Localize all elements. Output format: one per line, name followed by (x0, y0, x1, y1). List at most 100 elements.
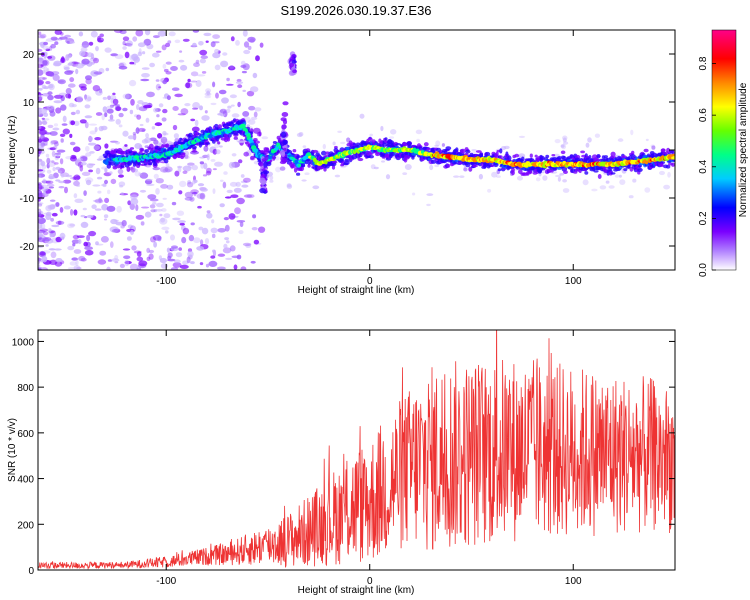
spectrogram-halo-blob (395, 143, 402, 146)
spectrogram-noise-blob (246, 124, 251, 127)
spectrogram-noise-blob (53, 94, 63, 99)
spectrogram-noise-blob (334, 174, 341, 178)
spectrogram-noise-blob (58, 186, 65, 189)
spectrogram-noise-blob (136, 251, 142, 257)
spectrogram-noise-blob (97, 176, 103, 180)
spectrogram-noise-blob (66, 70, 75, 73)
spectrogram-noise-blob (85, 152, 92, 157)
spectrogram-noise-blob (42, 237, 52, 242)
spectrogram-noise-blob (40, 33, 47, 39)
spectrogram-noise-blob (471, 149, 477, 152)
spectrogram-noise-blob (73, 193, 78, 199)
spectrogram-ytick-label: 20 (23, 50, 35, 61)
spectrogram-noise-blob (38, 142, 42, 149)
spectrogram-noise-blob (73, 209, 78, 216)
spectrogram-noise-blob (143, 38, 152, 46)
spectrogram-noise-blob (38, 192, 42, 198)
spectrogram-noise-blob (224, 224, 230, 232)
spectrogram-noise-blob (141, 73, 150, 78)
spectrogram-noise-blob (146, 183, 155, 186)
spectrogram-noise-blob (223, 217, 229, 221)
spectrogram-noise-blob (258, 226, 266, 233)
spectrogram-halo-blob (463, 167, 468, 172)
spectrogram-halo-blob (621, 155, 627, 159)
spectrogram-noise-blob (250, 260, 256, 264)
spectrogram-noise-blob (562, 137, 567, 143)
spectrogram-noise-blob (180, 64, 188, 71)
spectrogram-noise-blob (50, 217, 54, 222)
spectrogram-halo-blob (666, 147, 671, 153)
spectrogram-noise-blob (199, 49, 208, 56)
spectrogram-noise-blob (212, 168, 217, 171)
spectrogram-noise-blob (51, 212, 58, 217)
spectrogram-noise-blob (145, 133, 150, 138)
spectrogram-noise-blob (99, 250, 107, 256)
spectrogram-streak-blob (291, 60, 297, 64)
spectrogram-noise-blob (160, 263, 168, 269)
spectrogram-halo-blob (665, 164, 671, 169)
spectrogram-noise-blob (156, 114, 160, 118)
spectrogram-noise-blob (98, 125, 104, 132)
spectrogram-noise-blob (69, 223, 76, 227)
spectrogram-halo-blob (307, 160, 311, 166)
spectrogram-noise-blob (227, 105, 232, 109)
spectrogram-noise-blob (562, 135, 568, 141)
spectrogram-noise-blob (38, 173, 46, 178)
spectrogram-noise-blob (359, 113, 365, 119)
spectrogram-noise-blob (201, 115, 210, 121)
spectrogram-noise-blob (46, 169, 52, 174)
spectrogram-noise-blob (38, 202, 44, 205)
spectrogram-halo-blob (217, 141, 221, 145)
spectrogram-noise-blob (337, 130, 342, 133)
spectrogram-halo-blob (514, 153, 520, 158)
spectrogram-noise-blob (249, 38, 255, 43)
spectrogram-noise-blob (255, 55, 260, 62)
spectrogram-noise-blob (215, 92, 219, 99)
spectrogram-noise-blob (77, 239, 82, 245)
spectrogram-noise-blob (45, 244, 49, 247)
spectrogram-noise-blob (41, 117, 45, 120)
spectrogram-noise-blob (182, 170, 188, 174)
spectrogram-noise-blob (100, 236, 109, 243)
spectrogram-halo-blob (529, 153, 533, 158)
snr-ytick-label: 800 (17, 383, 34, 394)
spectrogram-noise-blob (199, 262, 204, 266)
spectrogram-noise-blob (217, 253, 226, 257)
spectrogram-noise-blob (245, 243, 252, 248)
spectrogram-noise-blob (214, 48, 220, 54)
spectrogram-halo-blob (426, 147, 432, 151)
spectrogram-noise-blob (84, 249, 94, 256)
spectrogram-noise-blob (562, 179, 567, 183)
spectrogram-noise-blob (38, 216, 42, 220)
spectrogram-noise-blob (204, 95, 212, 99)
spectrogram-noise-blob (59, 133, 66, 137)
spectrogram-noise-blob (187, 250, 194, 258)
spectrogram-noise-blob (178, 59, 185, 63)
spectrogram-noise-blob (223, 243, 228, 249)
spectrogram-noise-blob (219, 145, 223, 148)
spectrogram-noise-blob (153, 173, 159, 179)
spectrogram-noise-blob (51, 150, 56, 157)
spectrogram-noise-blob (170, 66, 178, 71)
spectrogram-noise-blob (170, 267, 179, 270)
spectrogram-noise-blob (197, 183, 205, 187)
spectrogram-noise-blob (144, 211, 152, 218)
spectrogram-halo-blob (630, 154, 636, 157)
spectrogram-noise-blob (60, 32, 64, 36)
spectrogram-noise-blob (167, 40, 172, 44)
spectrogram-halo-blob (214, 123, 219, 129)
spectrogram-noise-blob (40, 142, 44, 149)
spectrogram-noise-blob (239, 221, 244, 228)
spectrogram-noise-blob (49, 131, 58, 136)
spectrogram-noise-blob (211, 233, 216, 239)
spectrogram-noise-blob (161, 44, 167, 51)
spectrogram-noise-blob (238, 159, 243, 164)
spectrogram-streak-blob (281, 157, 288, 164)
spectrogram-noise-blob (38, 136, 42, 144)
spectrogram-noise-blob (47, 94, 54, 101)
spectrogram-noise-blob (172, 106, 179, 111)
spectrogram-noise-blob (154, 122, 163, 127)
spectrogram-noise-blob (184, 196, 193, 201)
spectrogram-noise-blob (162, 197, 167, 200)
spectrogram-noise-blob (200, 239, 204, 246)
